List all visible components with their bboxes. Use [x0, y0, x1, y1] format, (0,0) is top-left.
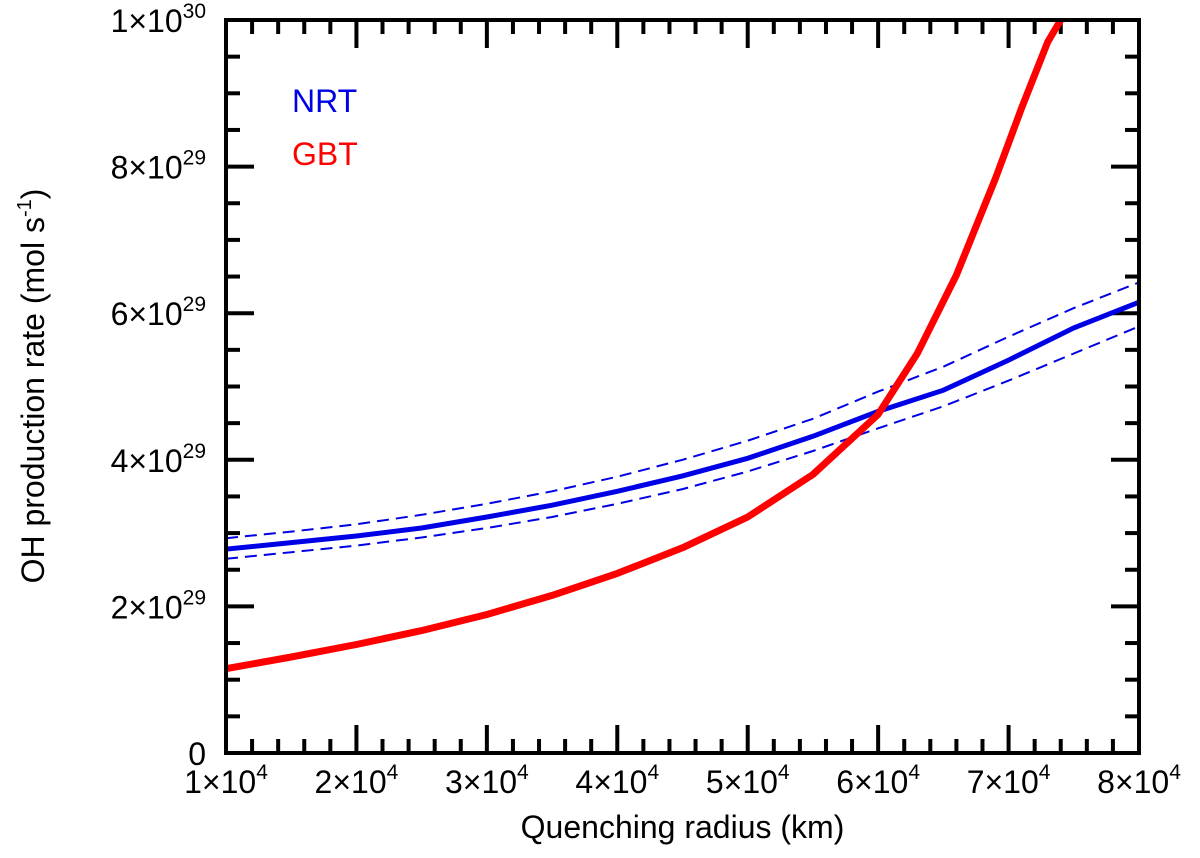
- y-tick-label: 8×1029: [111, 147, 206, 186]
- y-tick-label: 6×1029: [111, 293, 206, 332]
- x-tick-label: 2×104: [315, 761, 399, 800]
- x-tick-label: 1×104: [184, 761, 268, 800]
- x-tick-label: 8×104: [1097, 761, 1181, 800]
- y-axis-title-close: ): [15, 189, 51, 200]
- nrt-upper-bound-line: [226, 281, 1139, 540]
- plot-area: [226, 20, 1139, 673]
- y-tick-label: 0: [188, 736, 206, 772]
- y-tick-label: 4×1029: [111, 440, 206, 479]
- tick-labels: 1×104 2×104 3×104 4×104 5×104 6×104 7×104 8×104…: [111, 0, 1182, 800]
- axis-ticks: [224, 18, 1141, 755]
- legend-nrt: NRT: [292, 83, 357, 119]
- y-axis-title: OH production rate (mol s-1): [14, 189, 51, 584]
- y-tick-label: 2×1029: [111, 586, 206, 625]
- x-tick-label: 6×104: [836, 761, 920, 800]
- x-tick-label: 7×104: [967, 761, 1051, 800]
- y-axis-title-sup: -1: [14, 199, 36, 217]
- y-axis-title-main: OH production rate (mol s: [15, 217, 51, 583]
- plot-frame: [224, 18, 1141, 755]
- legend-gbt: GBT: [292, 136, 358, 172]
- nrt-lower-bound-line: [226, 325, 1139, 560]
- nrt-series-line: [226, 299, 1139, 552]
- x-axis-title: Quenching radius (km): [521, 809, 845, 845]
- x-tick-label: 3×104: [445, 761, 529, 800]
- y-tick-label: 1×1030: [111, 0, 206, 39]
- x-tick-label: 4×104: [575, 761, 659, 800]
- x-tick-label: 5×104: [706, 761, 790, 800]
- gbt-series-line: [226, 20, 1064, 673]
